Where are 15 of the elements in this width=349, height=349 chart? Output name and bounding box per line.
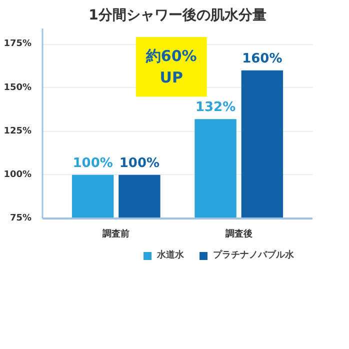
data-label: 100% (119, 156, 160, 171)
x-tick-label: 調査後 (224, 228, 254, 240)
legend-label: プラチナノバブル水 (213, 248, 294, 262)
chart-title: 1分間シャワー後の肌水分量 (88, 8, 266, 24)
y-tick-label: 150% (4, 82, 32, 93)
y-tick-label: 100% (4, 170, 32, 180)
data-label: 160% (242, 51, 282, 66)
x-tick-label: 調査前 (102, 228, 130, 240)
y-tick-label: 75% (10, 214, 32, 224)
annotation: 約60% UP (144, 47, 197, 87)
y-tick-label: 175% (4, 39, 32, 50)
data-label: 100% (72, 156, 113, 171)
data-label: 132% (195, 100, 236, 116)
legend-label: 水道水 (157, 248, 184, 262)
y-tick-label: 125% (4, 126, 32, 136)
